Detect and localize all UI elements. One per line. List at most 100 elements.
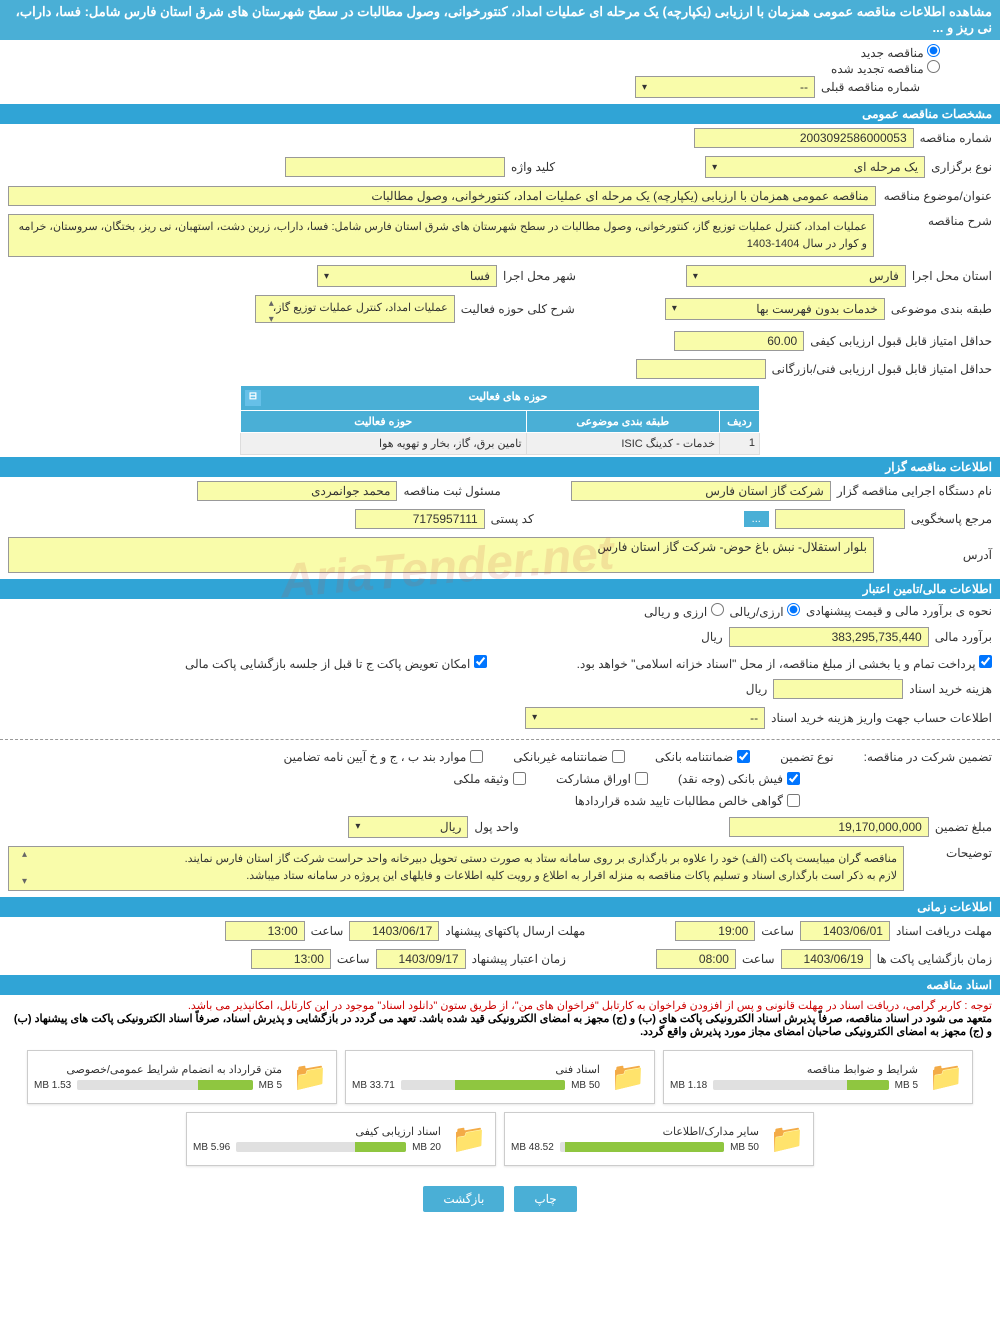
row1-class: خدمات - کدینگ ISIC <box>526 432 720 454</box>
partnership-check[interactable]: اوراق مشارکت <box>556 772 648 786</box>
est-amount-label: برآورد مالی <box>935 630 992 644</box>
new-tender-radio[interactable]: مناقصه جدید <box>861 46 940 60</box>
hold-type-dropdown[interactable]: یک مرحله ای <box>705 156 925 178</box>
collapse-icon[interactable]: ⊟ <box>245 390 261 406</box>
page-title-bar: مشاهده اطلاعات مناقصه عمومی همزمان با ار… <box>0 0 1000 40</box>
folder-icon: 📁 <box>290 1057 330 1097</box>
exchange-envelope-check[interactable]: امکان تعویض پاکت ج تا قبل از جلسه بازگشا… <box>185 655 487 671</box>
file-used: 48.52 MB <box>511 1142 554 1153</box>
province-label: استان محل اجرا <box>912 269 992 283</box>
notice-red-text: توجه : کاربر گرامی، دریافت اسناد در مهلت… <box>188 1000 992 1012</box>
address-field: بلوار استقلال- نبش باغ حوض- شرکت گاز است… <box>8 537 874 573</box>
doc-deadline-time: 19:00 <box>675 921 755 941</box>
postal-field: 7175957111 <box>355 509 485 529</box>
folder-icon: 📁 <box>449 1119 489 1159</box>
property-check[interactable]: وثیقه ملکی <box>453 772 526 786</box>
file-total: 20 MB <box>412 1142 441 1153</box>
file-box[interactable]: 📁 سایر مدارک/اطلاعات 50 MB 48.52 MB <box>504 1112 814 1166</box>
folder-icon: 📁 <box>926 1057 966 1097</box>
guarantee-notes-textarea: مناقصه گران میبایست پاکت (الف) خود را عل… <box>8 846 904 891</box>
validity-date: 1403/09/17 <box>376 949 466 969</box>
row1-area: تامین برق، گاز، بخار و تهویه هوا <box>241 432 527 454</box>
min-quality-label: حداقل امتیاز قابل قبول ارزیابی کیفی <box>810 334 992 348</box>
proposal-deadline-time: 13:00 <box>225 921 305 941</box>
guarantee-amount-label: مبلغ تضمین <box>935 820 992 834</box>
col-class-header: طبقه بندی موضوعی <box>526 410 720 432</box>
file-used: 1.18 MB <box>670 1080 707 1091</box>
progress-bar <box>560 1142 724 1152</box>
org-label: نام دستگاه اجرایی مناقصه گزار <box>837 484 992 498</box>
scroll-arrows[interactable]: ▴▾ <box>258 296 274 322</box>
scroll-arrows-2[interactable]: ▴▾ <box>11 847 27 890</box>
keyword-field[interactable] <box>285 157 505 177</box>
doc-deadline-label: مهلت دریافت اسناد <box>896 924 992 938</box>
bank-slip-check[interactable]: فیش بانکی (وجه نقد) <box>678 772 800 786</box>
nonbank-guarantee-check[interactable]: ضمانتنامه غیربانکی <box>513 750 625 764</box>
opening-time: 08:00 <box>656 949 736 969</box>
tender-no-field: 2003092586000053 <box>694 128 914 148</box>
doc-cost-field <box>773 679 903 699</box>
city-label: شهر محل اجرا <box>503 269 576 283</box>
province-dropdown[interactable]: فارس <box>686 265 906 287</box>
guarantee-unit-dropdown[interactable]: ریال <box>348 816 468 838</box>
tender-type-radios: مناقصه جدید مناقصه تجدید شده شماره مناقص… <box>0 40 1000 102</box>
est-amount-field: 383,295,735,440 <box>729 627 929 647</box>
est-label: نحوه ی برآورد مالی و قیمت پیشنهادی <box>806 604 992 618</box>
renewed-tender-radio[interactable]: مناقصه تجدید شده <box>831 62 940 76</box>
progress-bar <box>401 1080 565 1090</box>
items-bjkh-check[interactable]: موارد بند ب ، ج و خ آیین نامه تضامین <box>284 750 484 764</box>
radio-both[interactable]: ارزی و ریالی <box>644 603 724 619</box>
min-tech-label: حداقل امتیاز قابل قبول ارزیابی فنی/بازرگ… <box>772 362 992 376</box>
desc-label: شرح مناقصه <box>882 214 992 228</box>
progress-bar <box>713 1080 888 1090</box>
currency-label: ریال <box>701 630 723 644</box>
file-used: 33.71 MB <box>352 1080 395 1091</box>
file-box[interactable]: 📁 متن قرارداد به انضمام شرایط عمومی/خصوص… <box>27 1050 337 1104</box>
guarantee-amount-field: 19,170,000,000 <box>729 817 929 837</box>
new-tender-label: مناقصه جدید <box>861 46 924 60</box>
divider <box>0 739 1000 740</box>
file-title: اسناد ارزیابی کیفی <box>193 1125 441 1138</box>
city-dropdown[interactable]: فسا <box>317 265 497 287</box>
prev-tender-dropdown[interactable]: -- <box>635 76 815 98</box>
print-button[interactable]: چاپ <box>514 1186 576 1212</box>
table-row: 1 خدمات - کدینگ ISIC تامین برق، گاز، بخا… <box>241 432 760 454</box>
file-title: متن قرارداد به انضمام شرایط عمومی/خصوصی <box>34 1063 282 1076</box>
desc-textarea: عملیات امداد، کنترل عملیات توزیع گاز، کن… <box>8 214 874 257</box>
guarantee-unit-label: واحد پول <box>474 820 518 834</box>
progress-bar <box>236 1142 406 1152</box>
folder-icon: 📁 <box>767 1119 807 1159</box>
guarantee-label: تضمین شرکت در مناقصه: <box>864 750 992 764</box>
subject-label: عنوان/موضوع مناقصه <box>884 189 992 203</box>
radio-curr[interactable]: ارزی/ریالی <box>730 603 800 619</box>
subject-field: مناقصه عمومی همزمان با ارزیابی (یکپارچه)… <box>8 186 876 206</box>
file-total: 50 MB <box>730 1142 759 1153</box>
renewed-tender-label: مناقصه تجدید شده <box>831 62 924 76</box>
notice-black-text: متعهد می شود در اسناد مناقصه، صرفاً پذیر… <box>14 1013 992 1038</box>
postal-label: کد پستی <box>491 512 534 526</box>
file-title: شرایط و ضوابط مناقصه <box>670 1063 918 1076</box>
activity-table-title: حوزه های فعالیت ⊟ <box>241 385 760 410</box>
back-button[interactable]: بازگشت <box>423 1186 504 1212</box>
account-info-dropdown[interactable]: -- <box>525 707 765 729</box>
file-title: اسناد فنی <box>352 1063 600 1076</box>
file-box[interactable]: 📁 اسناد فنی 50 MB 33.71 MB <box>345 1050 655 1104</box>
class-dropdown[interactable]: خدمات بدون فهرست بها <box>665 298 885 320</box>
file-title: سایر مدارک/اطلاعات <box>511 1125 759 1138</box>
activity-desc-field: عملیات امداد، کنترل عملیات توزیع گاز، ▴▾ <box>255 295 455 323</box>
file-used: 5.96 MB <box>193 1142 230 1153</box>
bank-guarantee-check[interactable]: ضمانتنامه بانکی <box>655 750 750 764</box>
more-button[interactable]: ... <box>744 511 769 527</box>
validity-time: 13:00 <box>251 949 331 969</box>
proposal-deadline-label: مهلت ارسال پاکتهای پیشنهاد <box>445 924 585 938</box>
general-section-header: مشخصات مناقصه عمومی <box>0 104 1000 124</box>
tender-no-label: شماره مناقصه <box>920 131 992 145</box>
min-quality-field: 60.00 <box>674 331 804 351</box>
claims-cert-check[interactable]: گواهی خالص مطالبات تایید شده قراردادها <box>575 794 800 808</box>
validity-label: زمان اعتبار پیشنهاد <box>472 952 566 966</box>
file-box[interactable]: 📁 اسناد ارزیابی کیفی 20 MB 5.96 MB <box>186 1112 496 1166</box>
folder-icon: 📁 <box>608 1057 648 1097</box>
file-box[interactable]: 📁 شرایط و ضوابط مناقصه 5 MB 1.18 MB <box>663 1050 973 1104</box>
payment-note-check[interactable]: پرداخت تمام و یا بخشی از مبلغ مناقصه، از… <box>577 655 992 671</box>
doc-cost-currency: ریال <box>746 682 768 696</box>
